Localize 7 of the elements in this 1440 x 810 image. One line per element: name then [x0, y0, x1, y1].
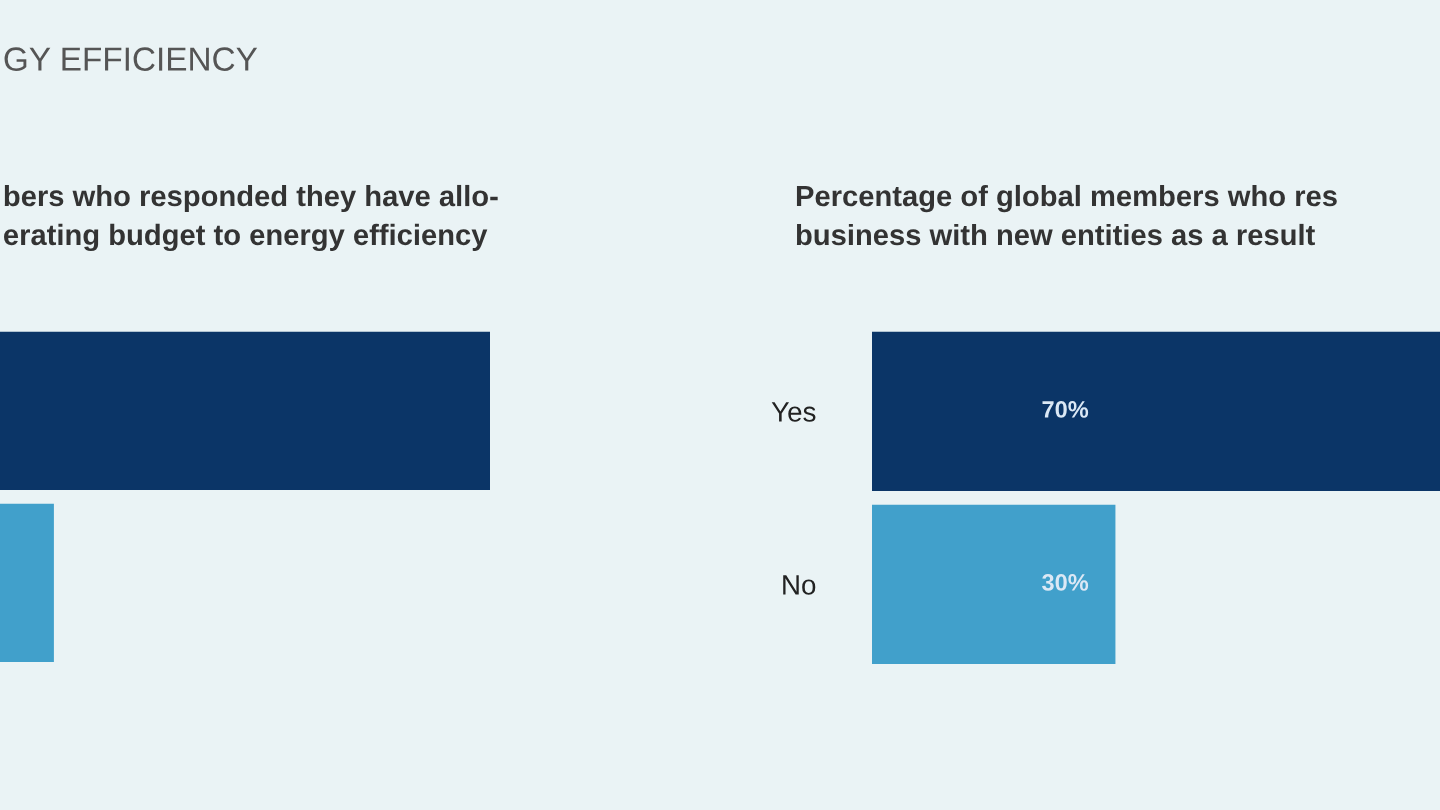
- chart-title: Percentage of global members who res business with new entities as a result: [796, 184, 1337, 246]
- data-label: 30%: [1042, 574, 1089, 591]
- y-tick-label: Yes: [771, 402, 816, 422]
- chart-title: GY EFFICIENCY: [4, 47, 258, 71]
- data-label: 70%: [1042, 401, 1089, 418]
- chart-subtitle: bers who responded they have allo- erating budget to energy efficiency: [4, 184, 498, 252]
- y-tick-label: No: [783, 575, 816, 595]
